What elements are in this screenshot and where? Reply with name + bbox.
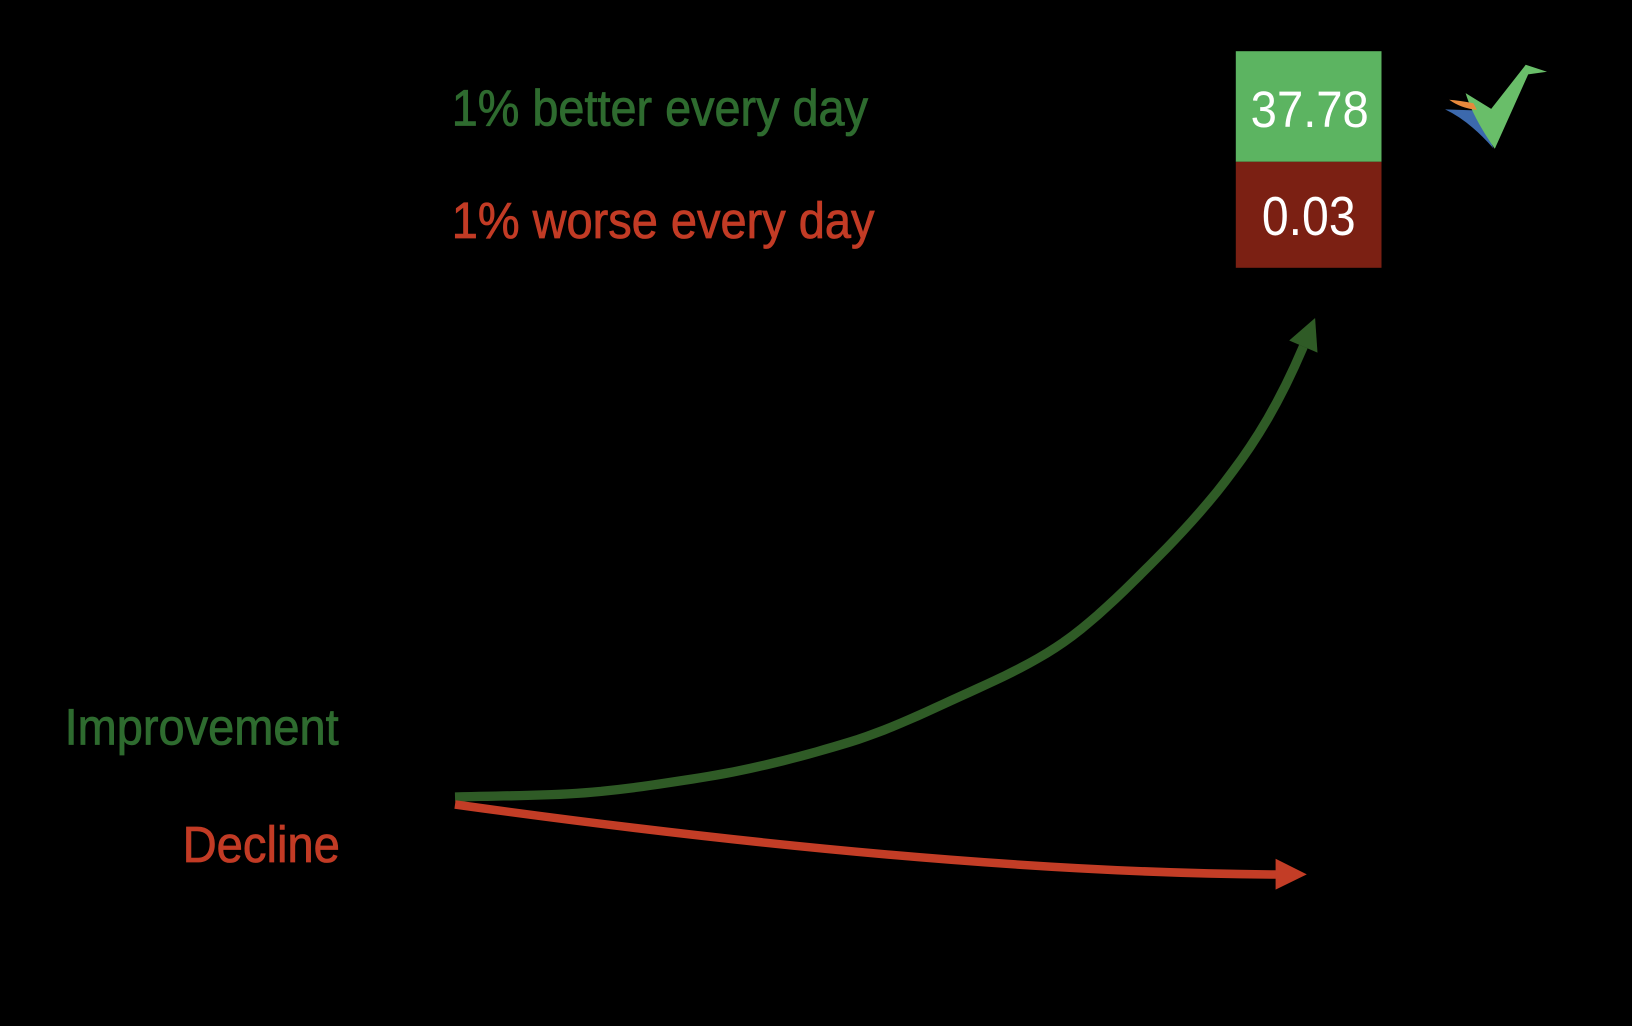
svg-text:Decline: Decline — [183, 817, 340, 873]
svg-text:Improvement: Improvement — [65, 700, 339, 756]
svg-text:1% better every day: 1% better every day — [452, 81, 869, 137]
svg-text:37.78: 37.78 — [1251, 82, 1369, 138]
svg-text:0.03: 0.03 — [1262, 185, 1356, 246]
svg-text:1% worse every day: 1% worse every day — [452, 193, 875, 249]
